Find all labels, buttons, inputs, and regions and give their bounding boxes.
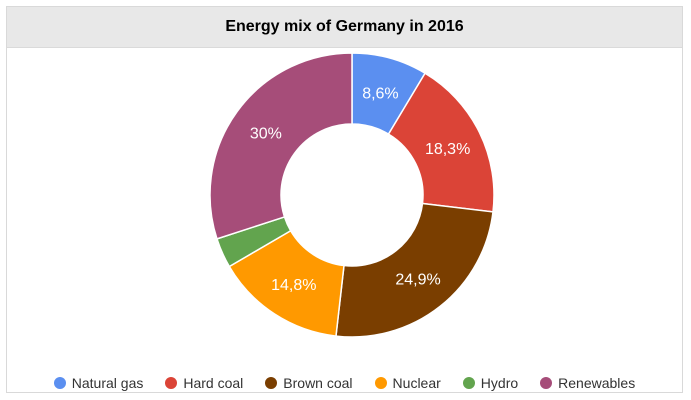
legend-label: Hydro xyxy=(480,375,519,391)
legend-marker-icon xyxy=(53,377,66,389)
chart-container: Energy mix of Germany in 2016 8,6% 18,3% 2… xyxy=(6,6,683,393)
legend-marker-icon xyxy=(462,377,475,389)
slice-renewables[interactable] xyxy=(209,52,353,240)
chart-title: Energy mix of Germany in 2016 xyxy=(225,18,464,35)
legend-item-brown-coal[interactable]: Brown coal xyxy=(265,375,353,391)
chart-title-bar: Energy mix of Germany in 2016 xyxy=(7,7,682,48)
legend-item-natural-gas[interactable]: Natural gas xyxy=(53,375,144,391)
legend-item-hydro[interactable]: Hydro xyxy=(462,375,519,391)
chart-legend: Natural gas Hard coal Brown coal Nuclear Hyd… xyxy=(7,372,682,394)
legend-label: Natural gas xyxy=(71,375,144,391)
slice-brown-coal[interactable] xyxy=(335,202,494,338)
slice-label-hard-coal: 18,3% xyxy=(425,141,470,158)
legend-label: Hard coal xyxy=(183,375,244,391)
legend-marker-icon xyxy=(374,377,387,389)
slice-hard-coal[interactable] xyxy=(387,72,495,213)
legend-item-nuclear[interactable]: Nuclear xyxy=(374,375,441,391)
slice-label-natural-gas: 8,6% xyxy=(362,85,398,102)
slice-label-renewables: 30% xyxy=(250,125,282,142)
legend-item-hard-coal[interactable]: Hard coal xyxy=(165,375,243,391)
legend-marker-icon xyxy=(540,377,553,389)
legend-label: Nuclear xyxy=(392,375,441,391)
legend-item-renewables[interactable]: Renewables xyxy=(540,375,635,391)
legend-marker-icon xyxy=(165,377,178,389)
legend-label: Brown coal xyxy=(283,375,353,391)
slice-label-nuclear: 14,8% xyxy=(271,277,316,294)
legend-label: Renewables xyxy=(558,375,636,391)
slice-label-brown-coal: 24,9% xyxy=(395,272,440,289)
legend-marker-icon xyxy=(265,377,278,389)
donut-chart: 8,6% 18,3% 24,9% 14,8% 30% xyxy=(209,52,495,338)
